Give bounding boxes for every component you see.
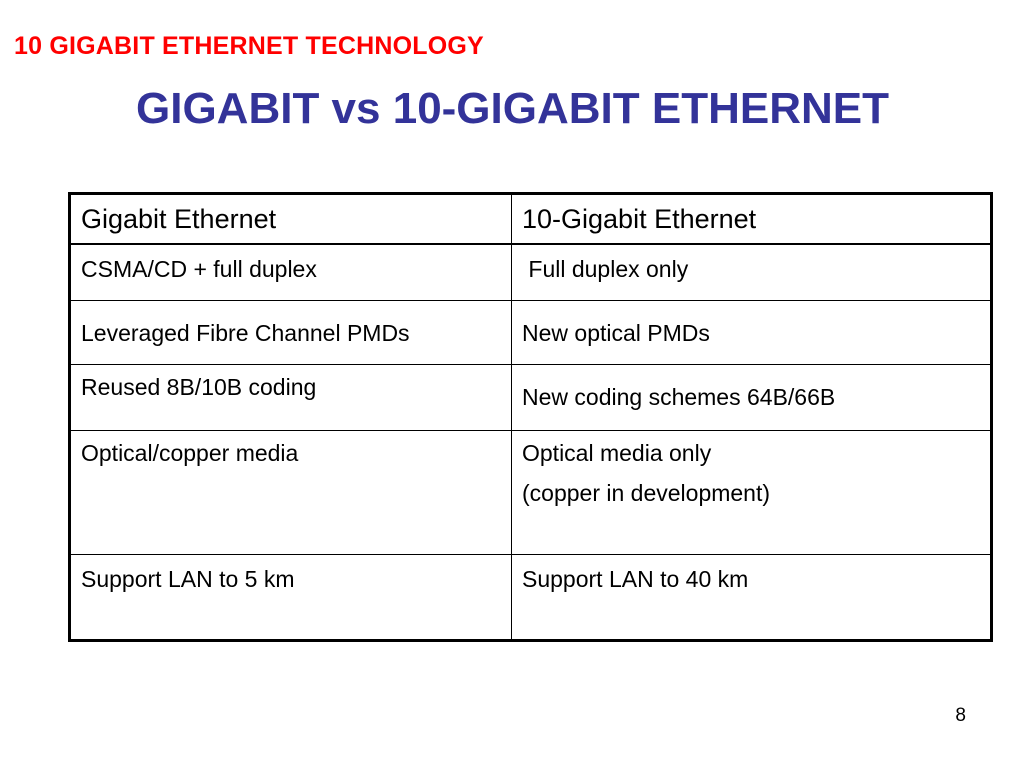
table-header-row: Gigabit Ethernet 10-Gigabit Ethernet [69,193,992,245]
table-cell-gigabit: Reused 8B/10B coding [69,364,512,431]
table-cell-ten-gigabit: New coding schemes 64B/66B [511,364,992,431]
table-row: Leveraged Fibre Channel PMDs New optical… [69,300,992,365]
table-row: Support LAN to 5 km Support LAN to 40 km [69,554,992,641]
column-header-ten-gigabit: 10-Gigabit Ethernet [511,193,992,245]
cell-text: Full duplex only [522,255,689,282]
cell-text-line2: (copper in development) [522,480,771,506]
column-header-gigabit: Gigabit Ethernet [69,193,512,245]
table-cell-gigabit: Support LAN to 5 km [69,554,512,641]
table-cell-gigabit: CSMA/CD + full duplex [69,243,512,301]
table-cell-ten-gigabit: New optical PMDs [511,300,992,365]
table-cell-gigabit: Leveraged Fibre Channel PMDs [69,300,512,365]
table-cell-ten-gigabit: Optical media only (copper in developmen… [511,430,992,555]
table-cell-gigabit: Optical/copper media [69,430,512,555]
comparison-table: Gigabit Ethernet 10-Gigabit Ethernet CSM… [68,192,993,642]
slide-title: GIGABIT vs 10-GIGABIT ETHERNET [136,84,889,133]
table-row: CSMA/CD + full duplex Full duplex only [69,243,992,301]
table-cell-ten-gigabit: Full duplex only [511,243,992,301]
page-number: 8 [955,705,966,726]
header-title: 10 GIGABIT ETHERNET TECHNOLOGY [14,32,484,60]
table-row: Optical/copper media Optical media only … [69,430,992,555]
cell-text-line1: Optical media only [522,440,712,466]
table-row: Reused 8B/10B coding New coding schemes … [69,364,992,431]
table-cell-ten-gigabit: Support LAN to 40 km [511,554,992,641]
